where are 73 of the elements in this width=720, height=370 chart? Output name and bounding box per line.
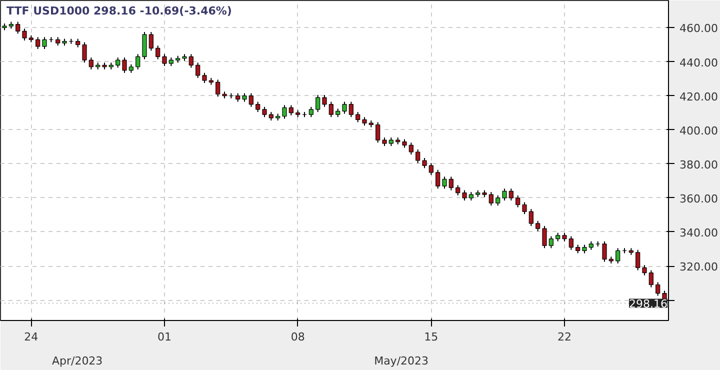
candlestick [42,36,47,50]
y-tick-label: 460.00 [680,22,718,36]
candlestick [496,194,500,206]
candlestick [356,111,360,123]
candlestick [442,176,447,190]
candlestick [262,106,267,118]
candlestick [436,169,440,190]
candlestick [536,220,540,232]
candlestick [148,31,154,52]
candlestick [16,21,20,34]
ref-line-label: 298.16 [629,298,668,311]
candlestick [648,270,654,288]
candlestick [328,101,334,118]
candlestick [342,101,347,114]
candlestick [348,101,354,118]
candlestick [196,62,200,78]
chart-title: TTF USD1000 298.16 -10.69(-3.46%) [6,4,232,18]
candlestick [136,54,140,70]
text: Apr/2023 [52,354,103,368]
candlestick [376,122,380,144]
candlestick [456,184,460,196]
candlestick [162,54,167,67]
x-tick-label: 08 [290,330,305,344]
candlestick [22,28,27,41]
y-tick-label: 400.00 [680,124,718,138]
x-tick-label: 22 [558,330,572,344]
candlestick [636,249,640,271]
candlestick [322,94,327,108]
candlestick [502,188,507,201]
candlestick [516,194,520,208]
candlestick [656,282,660,296]
candlestick [488,191,494,206]
candlestick [568,236,574,250]
candlestick [408,142,414,156]
candlestick [462,190,467,201]
candlestick [542,226,547,249]
y-tick-label: 360.00 [680,192,718,206]
candlestick [316,94,320,112]
candlestick [122,57,127,74]
candlestick [428,162,434,176]
candlestick [548,236,554,249]
candlestick [528,208,534,227]
x-tick-label: 15 [424,330,438,344]
candlestick [288,104,294,116]
text: May/2023 [374,354,429,368]
candlestick [308,106,314,118]
candlestick [202,72,207,84]
candlestick [188,54,194,68]
y-tick-label: 380.00 [680,158,718,172]
candlestick [36,36,40,50]
y-tick-label: 340.00 [680,226,718,240]
candlestick [248,92,254,108]
candlestick [416,148,420,164]
candlestick [256,101,260,112]
candlestick [448,176,454,191]
candlestick [422,157,427,169]
candlestick [116,57,120,68]
x-tick-label: 24 [24,330,38,344]
candlestick [602,240,607,262]
candlestick [88,57,94,70]
candlestick [642,264,647,276]
candlestick [156,45,160,60]
y-tick-label: 440.00 [680,56,718,70]
candlestick [216,79,220,98]
x-tick-label: 01 [158,330,172,344]
candlestick [142,31,147,60]
candlestick [82,42,87,64]
candlestick [282,104,287,120]
candlestick [616,248,620,264]
y-tick-label: 320.00 [680,260,718,274]
candlestick [508,188,514,201]
y-tick-label: 420.00 [680,90,718,104]
candlestick [522,202,527,215]
